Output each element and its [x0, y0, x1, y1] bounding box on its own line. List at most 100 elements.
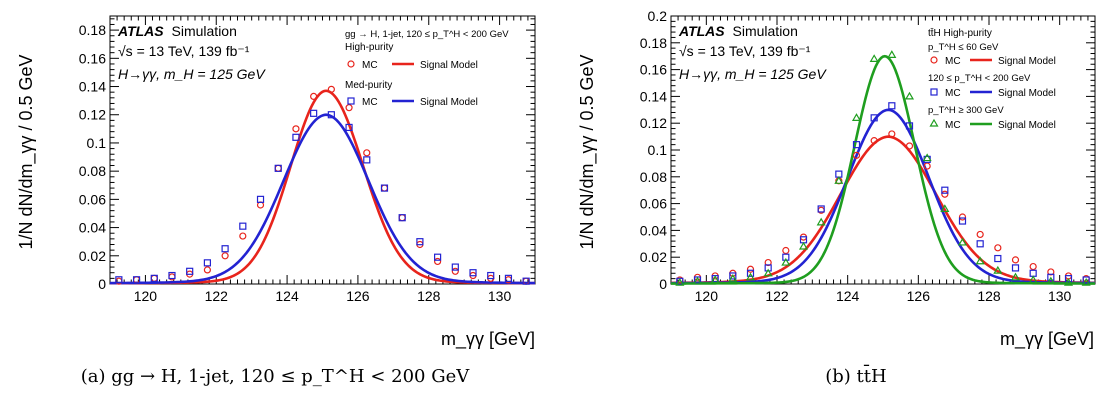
panel-a-signal-models [109, 89, 536, 285]
panel-a-x-axis-title: m_γγ [GeV] [441, 329, 535, 350]
panel-a-mc-point-1 [186, 267, 194, 275]
panel-a-mc-point-0 [292, 125, 300, 133]
panel-b-y-tick-label: 0.2 [648, 8, 668, 24]
panel-b-mc-point-0 [1011, 256, 1020, 264]
panel-b-mc-point-0 [782, 246, 790, 255]
panel-b-legend-low-mc: MC [945, 56, 961, 67]
panel-a-mc-point-0 [345, 104, 353, 112]
panel-a-legend-med-model: Signal Model [420, 97, 478, 108]
panel-b-y-tick-label: 0.14 [640, 88, 667, 104]
panel-b-atlas-suffix: Simulation [733, 23, 798, 39]
panel-b-legend-header-high: p_T^H ≥ 300 GeV [928, 105, 1004, 116]
panel-a-caption: (a) gg → H, 1-jet, 120 ≤ p_T^H < 200 GeV [81, 366, 470, 387]
panel-a-mc-point-0 [274, 164, 282, 172]
panel-b-legend-header-mid: 120 ≤ p_T^H < 200 GeV [928, 73, 1031, 84]
panel-b-mc-point-2 [1063, 277, 1074, 286]
panel-a-mc-point-0 [434, 257, 442, 266]
panel-b-legend-header-low: p_T^H ≤ 60 GeV [928, 42, 999, 53]
panel-b-mc-point-0 [888, 130, 896, 138]
panel-a: 120 122 124 126 128 130 0 0.02 0.04 0.06 0.08 0.1 0.… [16, 15, 536, 387]
panel-a-y-tick-label: 0.18 [79, 22, 106, 38]
panel-a-y-tick-label: 0.16 [79, 50, 106, 66]
panel-a-y-tick-label: 0.12 [79, 107, 106, 123]
panel-b-mc-markers [675, 50, 1091, 286]
panel-a-mc-point-0 [451, 267, 459, 275]
panel-b-signal-model-1 [670, 108, 1096, 285]
panel-a-x-tick-label: 122 [205, 288, 229, 304]
panel-b-mc-point-0 [923, 162, 931, 170]
panel-a-mc-point-1 [132, 276, 141, 284]
panel-b-mc-point-1 [1064, 275, 1073, 283]
panel-b-y-tick-label: 0.02 [640, 249, 667, 265]
panel-b-legend-mid-model: Signal Model [998, 88, 1056, 99]
panel-a-mc-point-0 [221, 252, 229, 260]
panel-b-mc-point-1 [746, 269, 755, 277]
panel-a-y-tick-label: 0.04 [79, 220, 106, 236]
panel-b-mc-point-2 [710, 275, 720, 284]
panel-a-legend-high-model: Signal Model [420, 60, 478, 71]
panel-a-mc-point-1 [221, 245, 229, 253]
panel-a-mc-point-0 [239, 232, 247, 240]
panel-b-mc-point-0 [958, 213, 967, 221]
panel-b-mc-point-1 [1082, 276, 1090, 284]
panel-b-mc-point-0 [905, 142, 914, 150]
panel-b-caption: (b) tt̄H [825, 363, 886, 387]
panel-b-mc-point-2 [798, 241, 809, 250]
panel-b-mc-point-0 [764, 258, 772, 267]
panel-b-mc-point-1 [958, 217, 967, 225]
panel-a-mc-point-1 [327, 111, 335, 119]
panel-b-signal-model-2 [671, 54, 1096, 285]
panel-a-mc-markers [115, 85, 530, 285]
panel-b-mc-point-1 [905, 122, 914, 130]
panel-a-atlas-word: ATLAS [117, 23, 164, 39]
panel-a-legend-high-marker [347, 60, 355, 68]
panel-a-mc-point-1 [398, 214, 406, 222]
panel-a-legend-high-mc: MC [362, 60, 378, 71]
panel-b-mc-point-0 [1029, 262, 1037, 271]
panel-b-mc-point-2 [1028, 275, 1038, 284]
panel-a-x-tick-label: 130 [488, 288, 512, 304]
panel-b-mc-point-2 [869, 54, 879, 62]
panel-b-mc-point-2 [763, 268, 773, 277]
panel-b-legend-low-model: Signal Model [998, 56, 1056, 67]
panel-a-x-tick-label: 120 [134, 288, 158, 304]
panel-b-mc-point-2 [993, 265, 1003, 274]
panel-a-mc-point-1 [504, 274, 513, 282]
panel-a-mc-point-0 [327, 85, 335, 93]
panel-b-mc-point-1 [994, 254, 1002, 263]
panel-b-mc-point-2 [922, 153, 932, 162]
panel-b-atlas-word: ATLAS [678, 23, 725, 39]
panel-b: 120 122 124 126 128 130 0 0.02 0.04 0.06 0.08 0.1 0.… [577, 8, 1096, 387]
panel-a-mc-point-1 [451, 263, 459, 271]
panel-a-y-axis-title: 1/N dN/dm_γγ / 0.5 GeV [16, 54, 37, 249]
panel-b-mc-point-1 [1047, 273, 1055, 281]
panel-b-y-tick-label: 0.12 [640, 115, 667, 131]
panel-b-energy-line: √s = 13 TeV, 139 fb⁻¹ [679, 43, 811, 59]
panel-b-y-tick-label: 0.04 [640, 222, 667, 238]
panel-b-legend-title: tt̄H High-purity [928, 27, 992, 39]
panel-a-mc-point-1 [168, 271, 176, 280]
panel-a-legend-med-mc: MC [362, 97, 378, 108]
panel-b-process-line: H→γγ, m_H = 125 GeV [679, 66, 827, 82]
panel-a-mc-point-1 [115, 276, 123, 284]
panel-a-y-tick-label: 0.02 [79, 248, 106, 264]
panel-a-mc-point-1 [150, 274, 158, 282]
panel-b-mc-point-2 [957, 237, 968, 246]
panel-b-tick-labels: 120 122 124 126 128 130 0 0.02 0.04 0.06 0.08 0.1 0.… [640, 8, 1072, 304]
panel-a-mc-point-0 [150, 274, 158, 282]
panel-b-mc-point-0 [870, 137, 878, 145]
panel-b-mc-point-2 [816, 217, 826, 226]
panel-b-mc-point-2 [1046, 276, 1056, 285]
panel-a-mc-point-1 [380, 184, 389, 192]
panel-b-mc-point-0 [976, 230, 984, 239]
panel-b-legend-high-mc: MC [945, 120, 961, 131]
panel-b-mc-point-0 [941, 190, 949, 198]
panel-a-mc-point-1 [239, 222, 247, 230]
panel-a-x-tick-label: 124 [275, 288, 299, 304]
panel-a-mc-point-0 [380, 184, 389, 192]
panel-a-process-line: H→γγ, m_H = 125 GeV [118, 66, 266, 82]
panel-b-legend-low-marker [930, 56, 938, 64]
panel-b-legend-high-marker [929, 118, 939, 127]
panel-a-mc-point-1 [345, 123, 353, 132]
